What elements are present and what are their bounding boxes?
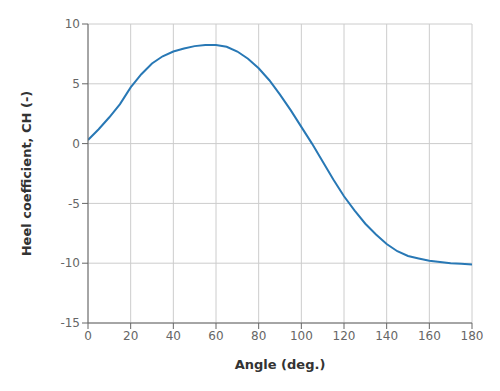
svg-text:20: 20: [123, 329, 138, 343]
svg-text:0: 0: [72, 137, 80, 151]
svg-text:120: 120: [333, 329, 356, 343]
svg-text:80: 80: [251, 329, 266, 343]
svg-text:5: 5: [72, 77, 80, 91]
svg-text:-10: -10: [60, 256, 80, 270]
svg-text:0: 0: [84, 329, 92, 343]
svg-text:100: 100: [290, 329, 313, 343]
svg-text:60: 60: [208, 329, 223, 343]
svg-text:Angle (deg.): Angle (deg.): [235, 357, 326, 372]
svg-text:-15: -15: [60, 316, 80, 330]
svg-text:Heel coefficient, CH (-): Heel coefficient, CH (-): [19, 91, 34, 257]
svg-text:160: 160: [418, 329, 441, 343]
svg-text:-5: -5: [68, 197, 80, 211]
svg-text:10: 10: [65, 17, 80, 31]
svg-text:40: 40: [166, 329, 181, 343]
svg-text:140: 140: [375, 329, 398, 343]
svg-text:180: 180: [461, 329, 484, 343]
